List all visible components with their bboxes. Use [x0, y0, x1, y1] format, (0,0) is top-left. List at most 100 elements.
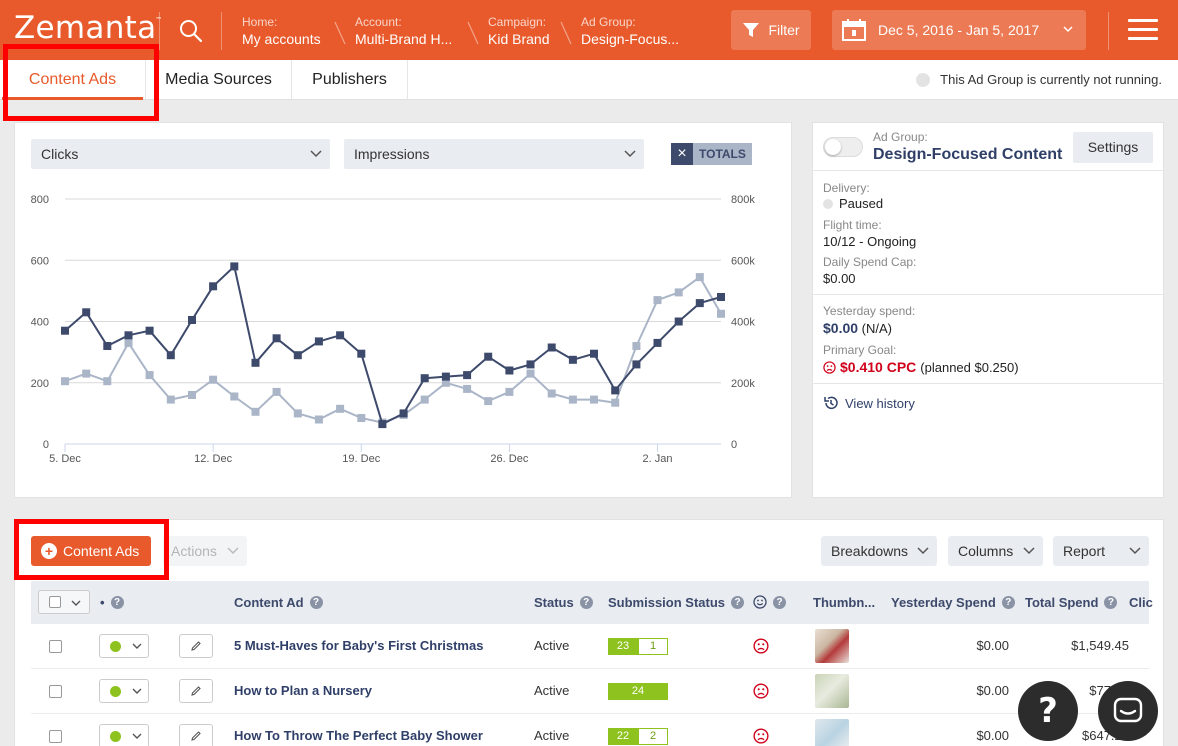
data-point-clicks [82, 308, 91, 317]
edit-button[interactable] [179, 634, 213, 658]
submission-status-header[interactable]: Submission Status? [608, 595, 745, 610]
y-right-tick-label: 0 [731, 439, 737, 451]
data-point-impressions [653, 296, 662, 305]
report-dropdown[interactable]: Report [1053, 536, 1149, 566]
help-button[interactable]: ? [1018, 681, 1078, 741]
data-point-impressions [568, 395, 577, 404]
row-status: Active [534, 683, 570, 698]
row-checkbox[interactable] [49, 730, 62, 743]
row-checkbox[interactable] [49, 640, 62, 653]
help-icon[interactable]: ? [773, 595, 786, 609]
row-checkbox[interactable] [49, 685, 62, 698]
metric1-select[interactable]: Clicks [31, 139, 330, 169]
settings-button[interactable]: Settings [1073, 132, 1153, 163]
row-status-toggle[interactable] [99, 634, 149, 658]
chat-icon [1113, 697, 1143, 723]
yesterday-spend-header[interactable]: Yesterday Spend? [891, 595, 1015, 610]
clicks-header[interactable]: Clic [1129, 595, 1153, 610]
breadcrumb-home[interactable]: Home: My accounts [242, 14, 321, 47]
add-content-ads-button[interactable]: + Content Ads [31, 536, 151, 566]
data-point-impressions [674, 288, 683, 297]
close-icon[interactable]: × [671, 143, 693, 165]
status-dot-header[interactable]: •? [100, 595, 124, 610]
submission-status-bar[interactable]: 24 [608, 683, 668, 700]
help-icon[interactable]: ? [309, 596, 323, 609]
status-header[interactable]: Status? [534, 595, 593, 610]
performance-header[interactable]: ? [753, 595, 786, 609]
chevron-down-icon [310, 150, 322, 158]
running-status-text: This Ad Group is currently not running. [940, 72, 1162, 87]
breakdowns-dropdown[interactable]: Breakdowns [821, 536, 937, 566]
metric2-select[interactable]: Impressions [344, 139, 644, 169]
tab-content-ads[interactable]: Content Ads [0, 60, 146, 100]
ad-group-toggle[interactable] [823, 137, 863, 157]
metric2-value: Impressions [354, 146, 430, 162]
row-status: Active [534, 638, 570, 653]
submission-status-bar[interactable]: 23 1 [608, 638, 668, 655]
actions-dropdown[interactable]: Actions [163, 536, 247, 566]
content-ad-header[interactable]: Content Ad? [234, 595, 323, 610]
help-icon[interactable]: ? [1104, 596, 1118, 609]
submission-status-bar[interactable]: 22 2 [608, 728, 668, 745]
breadcrumb-ad-group[interactable]: Ad Group: Design-Focus... [581, 14, 679, 47]
date-range-picker[interactable]: Dec 5, 2016 - Jan 5, 2017 [832, 10, 1086, 50]
help-icon[interactable]: ? [1001, 596, 1015, 609]
y-left-tick-label: 800 [31, 194, 49, 206]
header-label: Status [534, 595, 574, 610]
data-point-clicks [717, 293, 725, 301]
primary-goal-value: $0.410 CPC (planned $0.250) [823, 359, 1019, 375]
data-point-clicks [695, 299, 704, 308]
row-status-toggle[interactable] [99, 724, 149, 746]
thumbnail-image[interactable] [815, 674, 849, 708]
breadcrumb-key: Account: [355, 15, 402, 29]
row-status-toggle[interactable] [99, 679, 149, 703]
approved-count: 22 [608, 728, 638, 745]
tab-publishers[interactable]: Publishers [292, 60, 408, 100]
data-point-impressions [230, 392, 239, 401]
top-navigation-bar: Zemanta ™ Home: My accounts Account: Mult… [0, 0, 1178, 60]
yesterday-spend-value: $0.00 [976, 638, 1009, 653]
content-ad-title-link[interactable]: 5 Must-Haves for Baby's First Christmas [234, 638, 484, 653]
select-all-checkbox[interactable] [49, 596, 61, 608]
tab-bar: Content Ads Media Sources Publishers Thi… [0, 60, 1178, 100]
data-point-impressions [188, 391, 196, 399]
content-ads-table-panel: + Content Ads Actions Breakdowns Columns… [14, 519, 1164, 746]
edit-button[interactable] [179, 679, 213, 703]
chevron-down-icon [132, 733, 142, 739]
calendar-icon [842, 19, 866, 41]
status-dot [916, 72, 931, 87]
tab-media-sources[interactable]: Media Sources [146, 60, 292, 100]
history-icon [824, 396, 838, 410]
x-tick-label: 26. Dec [490, 453, 528, 465]
view-history-link[interactable]: View history [823, 395, 915, 411]
thumbnail-image[interactable] [815, 629, 849, 663]
data-point-impressions [463, 384, 472, 393]
table-row: How to Plan a Nursery Active 24 $0.00 $7… [31, 669, 1149, 714]
breadcrumb-account[interactable]: Account: Multi-Brand H... [355, 14, 452, 47]
total-spend-header[interactable]: Total Spend? [1025, 595, 1118, 610]
filter-button[interactable]: Filter [731, 10, 811, 50]
data-point-clicks [166, 351, 175, 360]
table-row: 5 Must-Haves for Baby's First Christmas … [31, 624, 1149, 669]
edit-button[interactable] [179, 724, 213, 746]
thumbnail-header[interactable]: Thumbn... [813, 595, 875, 610]
help-icon[interactable]: ? [110, 596, 124, 609]
header-label: Yesterday Spend [891, 595, 996, 610]
breadcrumb-campaign[interactable]: Campaign: Kid Brand [488, 14, 549, 47]
content-ad-title-link[interactable]: How to Plan a Nursery [234, 683, 372, 698]
zemanta-logo[interactable]: Zemanta ™ [14, 10, 163, 46]
help-icon[interactable]: ? [579, 596, 593, 609]
hamburger-menu-icon[interactable] [1128, 19, 1158, 41]
header-label: Total Spend [1025, 595, 1099, 610]
select-all-dropdown[interactable] [38, 590, 90, 614]
approved-count: 24 [608, 683, 668, 700]
thumbnail-image[interactable] [815, 719, 849, 746]
help-icon[interactable]: ? [731, 596, 745, 609]
chat-button[interactable] [1098, 681, 1158, 741]
data-point-impressions [526, 369, 535, 378]
delivery-label: Delivery: [823, 181, 870, 195]
content-ad-title-link[interactable]: How To Throw The Perfect Baby Shower [234, 728, 483, 743]
totals-toggle[interactable]: × TOTALS [671, 143, 752, 165]
search-icon[interactable] [178, 18, 204, 44]
columns-dropdown[interactable]: Columns [948, 536, 1043, 566]
